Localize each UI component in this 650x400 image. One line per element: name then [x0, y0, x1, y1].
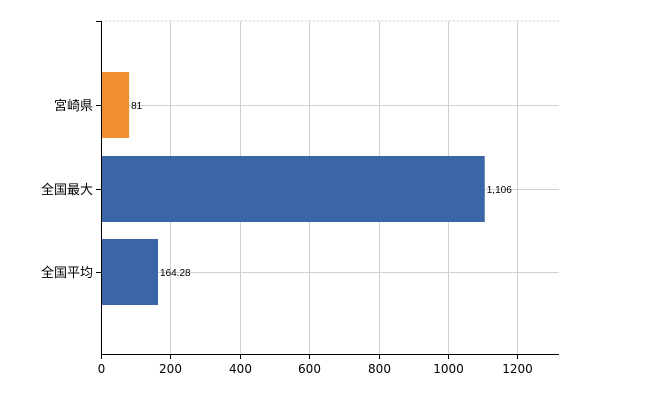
data-label: 164.28: [160, 268, 191, 279]
x-tick-label: 400: [229, 362, 252, 376]
x-tick-label: 600: [298, 362, 321, 376]
bar-1: [101, 156, 485, 222]
bar-2: [101, 239, 159, 305]
data-label: 1,106: [487, 185, 512, 196]
bar-0: [101, 72, 130, 138]
x-tick-label: 800: [368, 362, 391, 376]
y-tick-label: 全国最大: [41, 182, 93, 198]
x-tick-label: 1200: [502, 362, 533, 376]
y-tick-label: 宮崎県: [54, 98, 93, 114]
y-tick-label: 全国平均: [41, 265, 93, 281]
x-tick-label: 1000: [433, 362, 464, 376]
x-tick-label: 200: [159, 362, 182, 376]
data-label: 81: [131, 101, 143, 112]
x-tick-label: 0: [98, 362, 106, 376]
